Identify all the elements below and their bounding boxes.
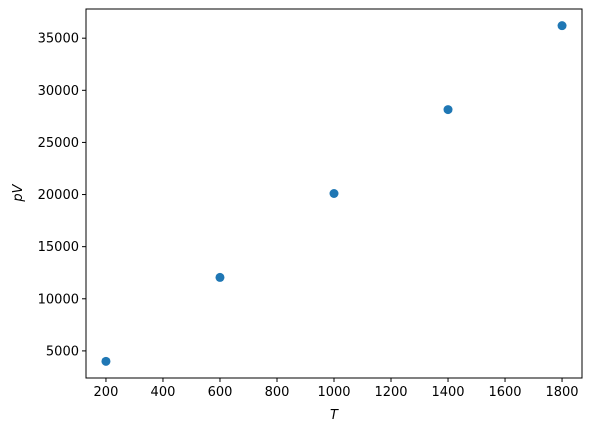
- y-tick-label: 5000: [46, 344, 79, 359]
- data-point: [215, 272, 225, 282]
- x-tick-label: 600: [208, 385, 233, 400]
- y-tick-label: 10000: [38, 292, 79, 307]
- data-point: [557, 21, 567, 31]
- x-tick-label: 1000: [317, 385, 350, 400]
- y-tick-label: 20000: [38, 188, 79, 203]
- data-point: [329, 189, 339, 198]
- data-points: [101, 21, 567, 366]
- data-point: [443, 105, 453, 115]
- y-axis-label: pV: [11, 183, 26, 202]
- x-tick-label: 800: [265, 385, 290, 400]
- x-tick-label: 1400: [431, 385, 464, 400]
- y-tick-label: 35000: [38, 32, 79, 47]
- x-tick-label: 1600: [488, 385, 521, 400]
- y-tick-label: 30000: [38, 84, 79, 99]
- x-axis-ticks: 200 400 600 800 1000 1200 1400 1600 1800: [94, 378, 579, 400]
- y-tick-label: 15000: [38, 240, 79, 255]
- x-tick-label: 400: [151, 385, 176, 400]
- y-axis-ticks: 5000 10000 15000 20000 25000 30000 35000: [38, 32, 86, 359]
- x-tick-label: 1200: [374, 385, 407, 400]
- x-axis-label: T: [330, 408, 339, 423]
- x-tick-label: 1800: [545, 385, 578, 400]
- x-tick-label: 200: [94, 385, 119, 400]
- data-point: [101, 356, 111, 366]
- y-tick-label: 25000: [38, 136, 79, 151]
